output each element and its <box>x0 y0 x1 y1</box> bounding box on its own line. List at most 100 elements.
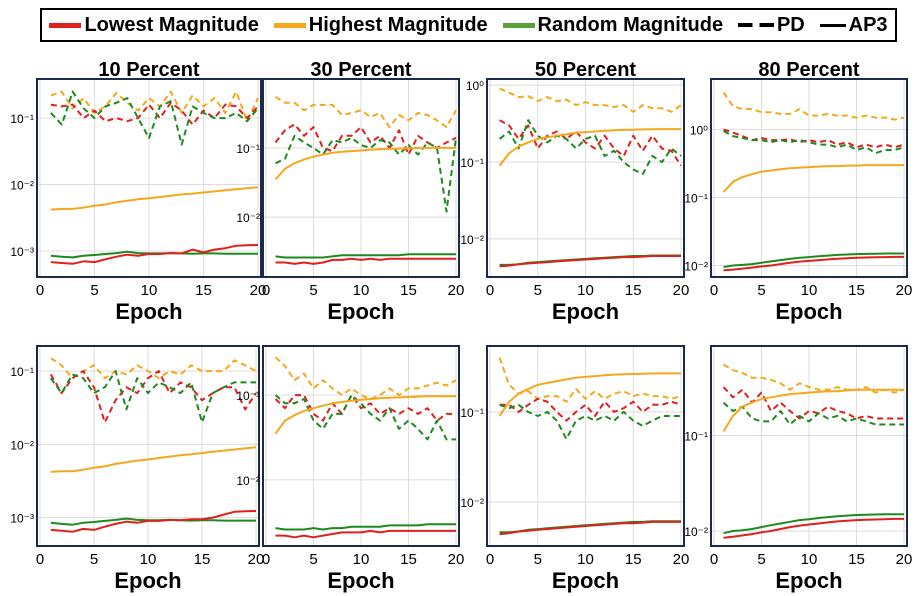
x-tick-label: 0 <box>36 551 44 568</box>
legend-item-ap3: AP3 <box>819 13 888 37</box>
plot-frame <box>710 78 908 278</box>
x-tick-label: 10 <box>140 551 157 568</box>
x-tick-label: 5 <box>90 551 98 568</box>
x-tick-label: 10 <box>353 282 370 299</box>
subplot-6: 0 5 10 15 20 10⁻² 10⁻¹ Epoch <box>236 345 465 593</box>
legend-label-highest: Highest Magnitude <box>308 13 488 36</box>
y-tick-label: 10⁰ <box>690 124 708 138</box>
x-tick-label: 20 <box>448 282 465 299</box>
plot-frame <box>262 78 460 278</box>
legend-swatch-random <box>502 22 535 28</box>
legend-swatch-ap3 <box>819 23 846 27</box>
highest-magnitude-ap3-line <box>274 395 456 435</box>
x-tick-label: 10 <box>577 551 594 568</box>
subplot-title: 10 Percent <box>98 59 200 81</box>
y-tick-label: 10⁻¹ <box>684 429 708 443</box>
legend-item-pd: PD <box>737 14 805 37</box>
highest-magnitude-ap3-line <box>50 446 257 473</box>
plot-frame <box>710 345 908 547</box>
x-tick-label: 5 <box>90 282 98 299</box>
random-magnitude-pd-line <box>275 134 457 213</box>
highest-magnitude-pd-line <box>50 357 257 380</box>
subplot-2: 0 5 10 15 20 10⁻² 10⁻¹ Epoch 30 Percent <box>236 59 464 324</box>
highest-magnitude-pd-line <box>50 90 259 123</box>
x-tick-label: 0 <box>486 282 494 299</box>
legend-item-random: Random Magnitude <box>502 14 723 37</box>
x-tick-label: 20 <box>448 551 465 568</box>
subplot-1: 0 5 10 15 20 10⁻³ 10⁻² 10⁻¹ Epoch 10 Percent <box>10 59 266 324</box>
x-axis-label: Epoch <box>775 568 842 593</box>
highest-magnitude-ap3-line <box>274 146 456 181</box>
x-tick-label: 0 <box>36 282 44 299</box>
x-axis-label: Epoch <box>552 568 619 593</box>
x-tick-label: 5 <box>757 282 765 299</box>
legend-label-ap3: AP3 <box>848 13 888 36</box>
x-tick-label: 15 <box>194 551 211 568</box>
x-tick-label: 0 <box>262 282 270 299</box>
highest-magnitude-pd-line <box>274 356 457 400</box>
y-tick-label: 10⁰ <box>466 79 484 93</box>
legend-item-highest: Highest Magnitude <box>273 13 488 37</box>
x-tick-label: 5 <box>757 551 765 568</box>
x-tick-label: 20 <box>248 551 265 568</box>
y-tick-label: 10⁻¹ <box>236 142 260 156</box>
subplot-3: 0 5 10 15 20 10⁻² 10⁻¹ 10⁰ Epoch 50 Percent <box>460 59 689 324</box>
subplot-title: 50 Percent <box>535 59 637 81</box>
x-tick-label: 15 <box>195 282 212 299</box>
plot-frame <box>486 78 685 278</box>
y-tick-label: 10⁻¹ <box>460 406 484 420</box>
plot-frame <box>36 78 262 278</box>
random-magnitude-ap3-line <box>723 252 904 268</box>
plot-frame <box>486 345 685 547</box>
y-tick-label: 10⁻² <box>10 179 34 193</box>
x-tick-label: 15 <box>400 282 417 299</box>
random-magnitude-ap3-line <box>275 523 456 531</box>
y-tick-label: 10⁻¹ <box>10 112 34 126</box>
highest-magnitude-ap3-line <box>50 186 259 211</box>
highest-magnitude-ap3-line <box>722 388 904 432</box>
y-tick-label: 10⁻² <box>236 474 260 488</box>
x-tick-label: 20 <box>250 282 267 299</box>
highest-magnitude-ap3-line <box>498 128 681 167</box>
x-tick-label: 15 <box>848 282 865 299</box>
highest-magnitude-pd-line <box>499 87 682 113</box>
x-tick-label: 0 <box>710 282 718 299</box>
y-tick-label: 10⁻³ <box>10 512 34 526</box>
legend: Lowest Magnitude Highest Magnitude Rando… <box>40 8 897 42</box>
x-tick-label: 10 <box>353 551 370 568</box>
lowest-magnitude-ap3-line <box>499 520 681 536</box>
highest-magnitude-ap3-line <box>722 164 904 193</box>
x-axis-label: Epoch <box>327 568 394 593</box>
legend-swatch-lowest <box>49 22 82 28</box>
random-magnitude-pd-line <box>723 130 905 155</box>
x-tick-label: 5 <box>534 282 542 299</box>
subplot-4: 0 5 10 15 20 10⁻² 10⁻¹ 10⁰ Epoch 80 Percent <box>684 59 912 324</box>
highest-magnitude-pd-line <box>274 95 457 129</box>
x-tick-label: 5 <box>309 282 317 299</box>
lowest-magnitude-ap3-line <box>499 255 681 268</box>
subplot-title: 80 Percent <box>758 59 860 81</box>
random-magnitude-ap3-line <box>275 253 456 259</box>
plot-frame <box>262 345 460 547</box>
x-tick-label: 15 <box>625 282 642 299</box>
x-tick-label: 20 <box>673 282 690 299</box>
x-tick-label: 20 <box>896 551 913 568</box>
x-axis-label: Epoch <box>327 299 394 324</box>
lowest-magnitude-pd-line <box>274 123 457 156</box>
subplot-7: 0 5 10 15 20 10⁻² 10⁻¹ Epoch <box>460 345 690 593</box>
lowest-magnitude-ap3-line <box>275 529 456 539</box>
legend-swatch-pd <box>737 23 774 27</box>
y-tick-label: 10⁻³ <box>10 245 34 259</box>
y-tick-label: 10⁻² <box>460 496 484 510</box>
subplot-8: 0 5 10 15 20 10⁻² 10⁻¹ Epoch <box>684 345 913 593</box>
legend-swatch-highest <box>273 22 306 28</box>
lowest-magnitude-ap3-line <box>50 510 257 533</box>
subplot-title: 30 Percent <box>310 59 412 81</box>
lowest-magnitude-pd-line <box>274 394 456 422</box>
lowest-magnitude-ap3-line <box>723 255 904 272</box>
highest-magnitude-pd-line <box>722 91 905 121</box>
x-tick-label: 10 <box>577 282 594 299</box>
x-tick-label: 20 <box>673 551 690 568</box>
x-tick-label: 5 <box>534 551 542 568</box>
